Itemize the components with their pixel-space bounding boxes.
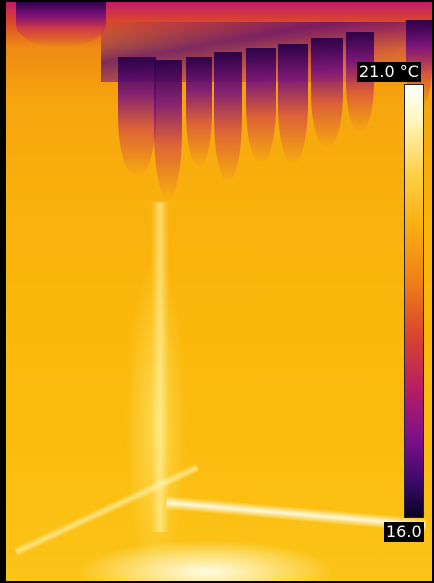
cold-spot	[346, 32, 374, 132]
scale-max-label: 21.0 °C	[357, 62, 421, 82]
cold-spot	[154, 60, 182, 200]
temperature-color-scale	[404, 84, 424, 518]
cold-spot	[214, 52, 242, 182]
cold-spot	[118, 57, 156, 177]
cold-spot	[278, 44, 308, 164]
thermal-image	[6, 2, 432, 581]
cold-spot	[311, 38, 343, 148]
wall-corner	[151, 202, 169, 532]
cold-spot	[16, 2, 106, 47]
cold-spot	[186, 57, 212, 167]
scale-min-label: 16.0	[384, 522, 424, 542]
cold-spot	[246, 48, 276, 163]
